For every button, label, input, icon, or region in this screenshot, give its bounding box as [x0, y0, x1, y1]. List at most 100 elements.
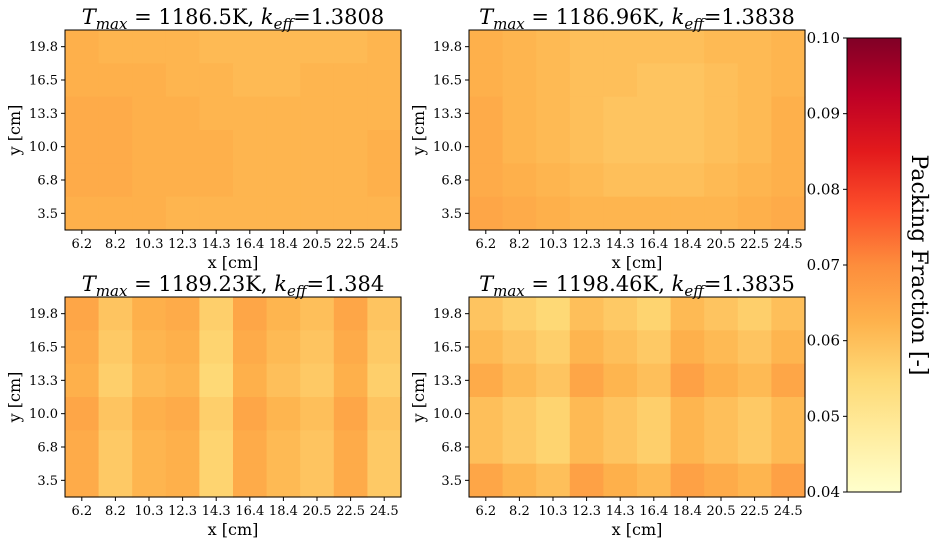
heatmap-cell: [569, 397, 604, 431]
y-tick-label: 13.3: [433, 107, 462, 122]
heatmap-cell: [266, 30, 301, 64]
heatmap-cell: [502, 330, 537, 365]
heatmap-cell: [502, 397, 537, 431]
heatmap-cell: [569, 330, 604, 365]
x-tick-label: 6.2: [475, 237, 496, 252]
heatmap-cell: [603, 30, 638, 64]
heatmap-cell: [603, 430, 638, 465]
x-tick-label: 6.2: [71, 237, 92, 252]
heatmap-cell: [704, 297, 739, 331]
heatmap-cell: [569, 30, 604, 64]
y-tick-label: 13.3: [29, 374, 58, 389]
heatmap-cell: [233, 130, 268, 164]
y-tick-label: 10.0: [29, 140, 58, 155]
y-tick-label: 6.8: [441, 441, 462, 456]
heatmap-cell: [333, 397, 368, 431]
heatmap-cell: [569, 363, 604, 398]
y-tick-label: 3.5: [37, 474, 58, 489]
heatmap-cell: [637, 430, 672, 465]
y-tick-label: 3.5: [441, 207, 462, 222]
heatmap-cell: [603, 130, 638, 164]
heatmap-cell: [266, 463, 301, 498]
heatmap-cell: [165, 330, 200, 365]
heatmap-cell: [199, 330, 234, 365]
heatmap-cell: [132, 30, 167, 64]
x-tick-label: 20.5: [303, 237, 332, 252]
heatmap-cell: [65, 63, 100, 98]
y-tick-label: 6.8: [37, 441, 58, 456]
heatmap-cell: [165, 96, 200, 131]
title-title-var-sub: max: [493, 15, 525, 33]
heatmap-cell: [367, 196, 402, 231]
x-axis-label: x [cm]: [612, 520, 663, 539]
heatmap-cell: [737, 30, 772, 64]
y-tick-label: 3.5: [37, 207, 58, 222]
x-tick-label: 10.3: [539, 504, 568, 519]
heatmap-cell: [502, 297, 537, 331]
heatmap-panel-4: 6.2 8.2 10.3 12.3 14.3 16.4 18.4 20.5 22.5 24.5 19…: [409, 272, 806, 539]
title-title-k: k: [261, 5, 274, 29]
heatmap-cell: [670, 163, 705, 198]
title-title-k: k: [274, 272, 287, 296]
heatmap-cell: [98, 463, 133, 498]
heatmap-cell: [98, 96, 133, 131]
heatmap-cell: [670, 363, 705, 398]
heatmap-cell: [704, 196, 739, 231]
heatmap-cell: [469, 330, 504, 365]
heatmap-cell: [98, 130, 133, 164]
heatmap-cell: [233, 30, 268, 64]
y-tick-label: 16.5: [433, 74, 462, 89]
colorbar-tick-label: 0.06: [807, 332, 840, 350]
title-title-value: = 1186.5K,: [127, 5, 260, 29]
y-tick-label: 3.5: [441, 474, 462, 489]
heatmap-cell: [737, 196, 772, 231]
heatmap-cell: [569, 430, 604, 465]
heatmap-cell: [132, 330, 167, 365]
x-tick-label: 8.2: [509, 237, 530, 252]
heatmap-cell: [65, 196, 100, 231]
heatmap-cell: [98, 163, 133, 198]
heatmap-cell: [300, 330, 335, 365]
x-tick-label: 16.4: [639, 504, 668, 519]
heatmap-cell: [300, 30, 335, 64]
heatmap-cell: [771, 463, 806, 498]
heatmap-cell: [603, 330, 638, 365]
heatmap-cell: [165, 463, 200, 498]
heatmap-cell: [502, 130, 537, 164]
heatmap-cell: [704, 463, 739, 498]
heatmap-cell: [469, 297, 504, 331]
heatmap-cell: [132, 297, 167, 331]
heatmap-cell: [367, 430, 402, 465]
title-title-k-sub: eff: [684, 282, 706, 300]
chart-title: Tmax = 1198.46K, keff=1.3835: [479, 272, 795, 300]
heatmap-cell: [737, 330, 772, 365]
heatmap-cell: [569, 96, 604, 131]
heatmap-cell: [771, 30, 806, 64]
colorbar-tick-label: 0.07: [807, 256, 840, 274]
x-tick-label: 22.5: [740, 504, 769, 519]
x-tick-label: 24.5: [370, 504, 399, 519]
heatmap-cell: [165, 397, 200, 431]
heatmap-cell: [704, 63, 739, 98]
heatmap-cell: [300, 130, 335, 164]
x-tick-label: 16.4: [639, 237, 668, 252]
heatmap-cell: [637, 30, 672, 64]
x-tick-label: 20.5: [707, 504, 736, 519]
chart-title: Tmax = 1186.5K, keff=1.3808: [82, 5, 384, 33]
heatmap-cell: [367, 363, 402, 398]
title-title-value: = 1189.23K,: [127, 272, 274, 296]
heatmap-cell: [637, 330, 672, 365]
colorbar-tick-label: 0.09: [807, 105, 840, 123]
x-tick-label: 8.2: [105, 237, 126, 252]
heatmap-cell: [266, 430, 301, 465]
heatmap-cell: [737, 297, 772, 331]
heatmap-cell: [333, 363, 368, 398]
heatmap-cell: [367, 463, 402, 498]
heatmap-cell: [333, 130, 368, 164]
heatmap-cell: [637, 297, 672, 331]
heatmap-cell: [266, 63, 301, 98]
heatmap-cell: [300, 297, 335, 331]
heatmap-cell: [670, 196, 705, 231]
heatmap-cell: [704, 397, 739, 431]
x-tick-label: 18.4: [673, 504, 702, 519]
